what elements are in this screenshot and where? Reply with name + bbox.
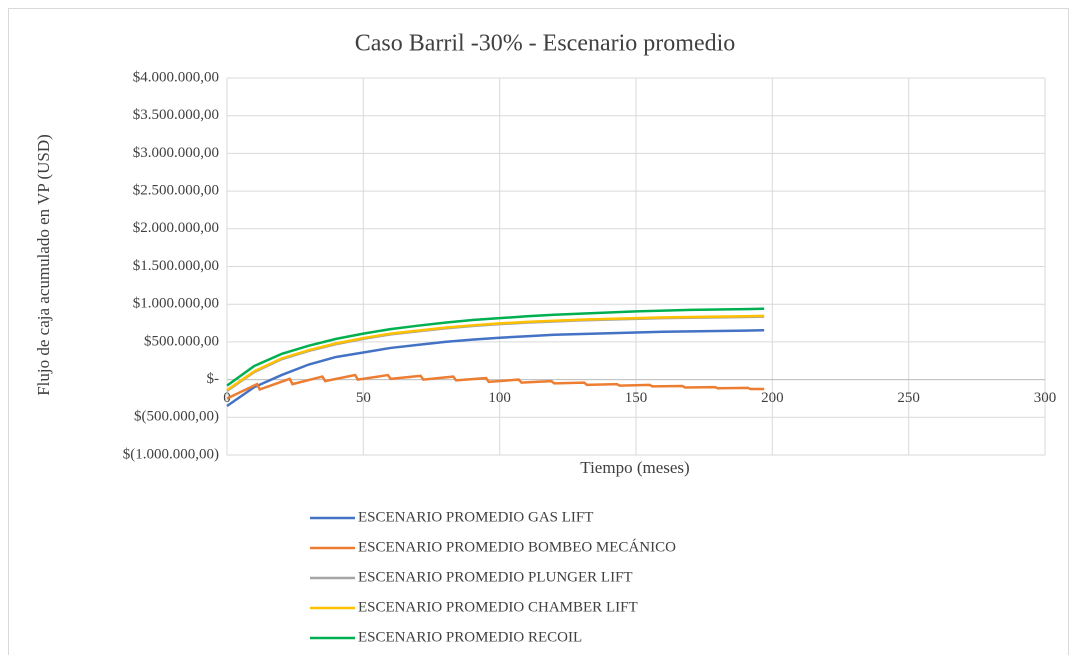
y-tick-label: $3.000.000,00 — [133, 145, 219, 161]
x-tick-label: 300 — [1034, 390, 1057, 406]
legend-label: ESCENARIO PROMEDIO BOMBEO MECÁNICO — [358, 538, 676, 555]
x-tick-label: 200 — [761, 390, 784, 406]
y-tick-label: $1.500.000,00 — [133, 258, 219, 274]
chart-frame — [8, 8, 1069, 655]
y-tick-label: $500.000,00 — [144, 333, 219, 349]
y-tick-label: $4.000.000,00 — [133, 69, 219, 85]
y-axis-label: Flujo de caja acumulado en VP (USD) — [34, 134, 53, 396]
y-tick-label: $2.500.000,00 — [133, 183, 219, 199]
x-tick-label: 50 — [356, 390, 371, 406]
legend-label: ESCENARIO PROMEDIO CHAMBER LIFT — [358, 599, 638, 615]
x-tick-label: 100 — [488, 390, 511, 406]
x-tick-label: 250 — [897, 390, 920, 406]
series-line — [226, 307, 765, 387]
y-tick-label: $2.000.000,00 — [133, 220, 219, 236]
legend-label: ESCENARIO PROMEDIO GAS LIFT — [358, 509, 593, 525]
legend-label: ESCENARIO PROMEDIO RECOIL — [358, 629, 582, 645]
series-line — [226, 373, 765, 400]
y-tick-label: $(500.000,00) — [134, 409, 219, 425]
x-tick-label: 150 — [625, 390, 648, 406]
legend-label: ESCENARIO PROMEDIO PLUNGER LIFT — [358, 569, 633, 585]
series-line — [226, 328, 765, 408]
y-tick-label: $1.000.000,00 — [133, 296, 219, 312]
chart-title: Caso Barril -30% - Escenario promedio — [355, 31, 736, 57]
series-line — [226, 314, 765, 392]
y-tick-label: $- — [207, 371, 220, 387]
y-tick-label: $3.500.000,00 — [133, 107, 219, 123]
x-axis-label: Tiempo (meses) — [580, 458, 689, 477]
y-tick-label: $(1.000.000,00) — [123, 446, 219, 462]
